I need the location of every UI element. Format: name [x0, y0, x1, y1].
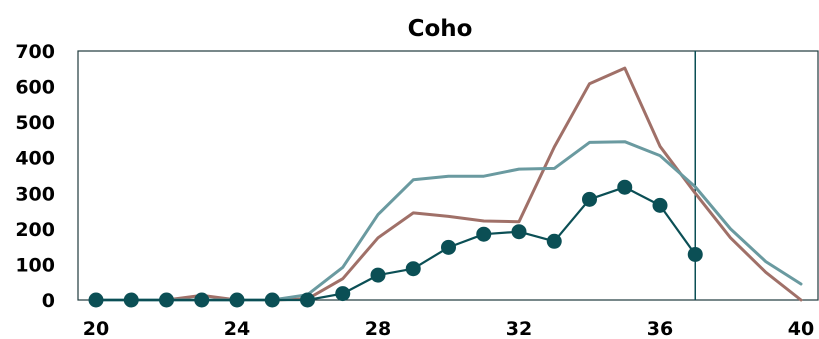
series-3-point	[229, 292, 245, 308]
y-tick-label: 500	[15, 112, 55, 134]
y-tick-label: 700	[15, 41, 55, 63]
series-3-point	[405, 261, 421, 277]
x-tick-label: 32	[506, 318, 532, 339]
x-tick-label: 40	[788, 318, 814, 339]
series-line-3	[94, 186, 697, 302]
series-3-point	[194, 292, 210, 308]
y-tick-label: 400	[15, 148, 55, 170]
chart-title: Coho	[408, 16, 473, 42]
series-3-point	[652, 197, 668, 213]
series-3-point	[370, 267, 386, 283]
series-3-point	[582, 191, 597, 207]
series-3-point	[546, 233, 562, 249]
series-3-point	[123, 292, 139, 308]
series-layer	[88, 66, 803, 308]
series-3-point	[335, 286, 351, 302]
series-3-point	[476, 226, 492, 242]
y-tick-label: 200	[15, 219, 55, 241]
x-tick-label: 36	[647, 318, 673, 339]
y-tick-label: 300	[15, 183, 55, 205]
tick-labels-layer: 0 100 200 300 400 500 600 700 20 24 28 32 36 40	[15, 41, 814, 339]
series-3-point	[687, 246, 703, 262]
series-3-point	[159, 292, 174, 308]
y-tick-label: 100	[15, 254, 55, 276]
series-3-point	[617, 179, 633, 195]
series-3-point	[511, 224, 527, 240]
y-tick-label: 600	[15, 77, 55, 99]
series-3-point	[300, 292, 315, 308]
y-tick-label: 0	[42, 290, 55, 312]
x-tick-label: 28	[365, 318, 391, 339]
plot-frame	[77, 50, 819, 301]
x-tick-label: 20	[83, 318, 109, 339]
series-3-point	[264, 292, 280, 308]
series-3-point	[88, 292, 104, 308]
series-3-point	[441, 239, 456, 255]
x-tick-label: 24	[224, 318, 250, 339]
